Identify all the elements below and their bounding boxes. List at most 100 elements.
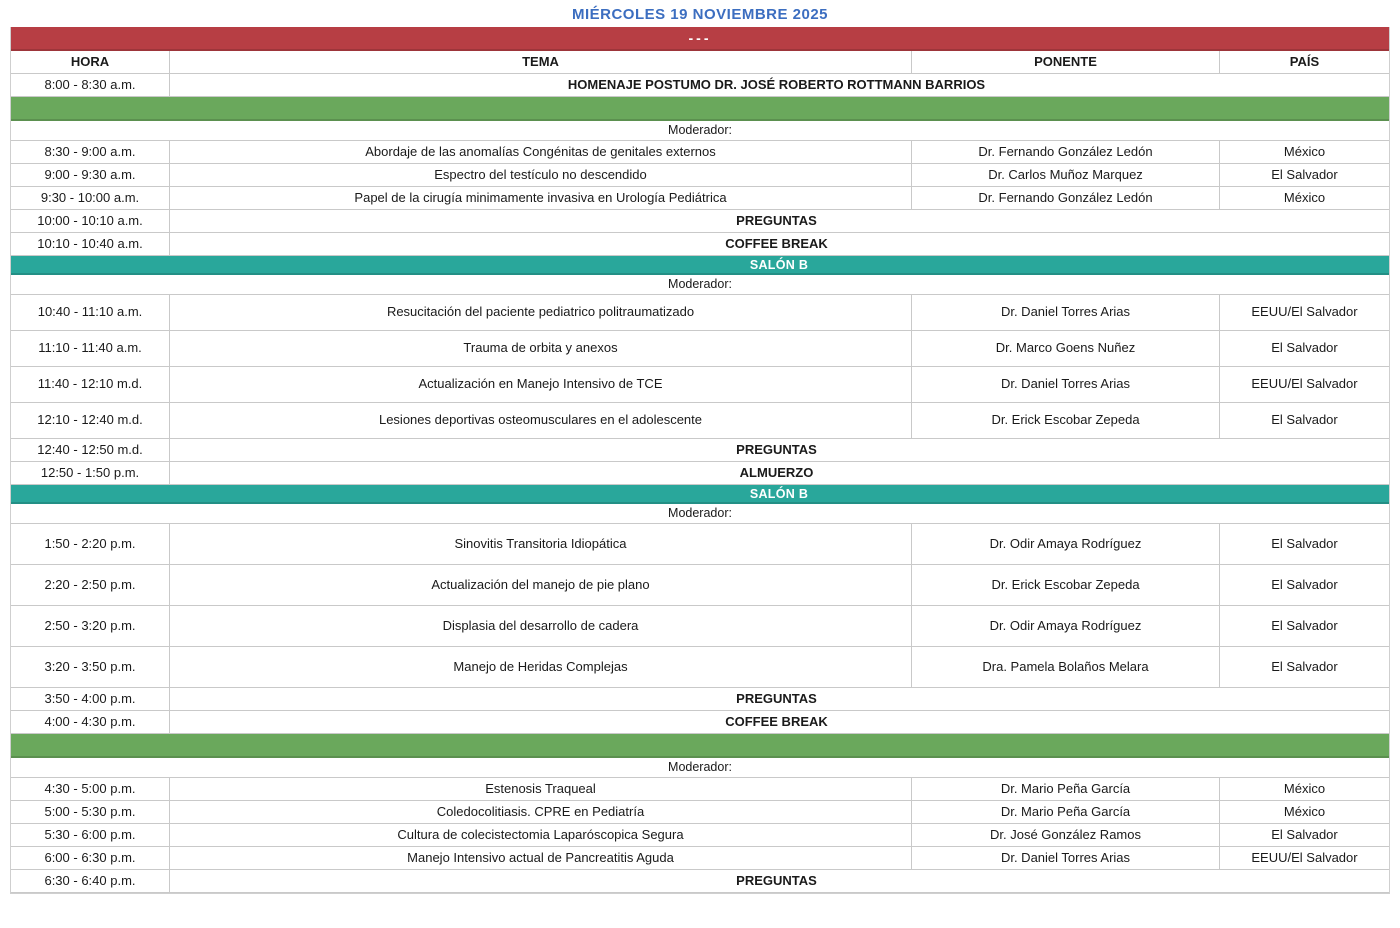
moderator-label: Moderador: (668, 506, 732, 521)
hora-cell: 9:30 - 10:00 a.m. (40, 189, 140, 205)
schedule-table: --- HORA TEMA PONENTE PAÍS 8:00 - 8:30 a.m. HO… (10, 27, 1390, 894)
header-pais: PAÍS (1219, 51, 1389, 73)
hora-cell: 1:50 - 2:20 p.m. (44, 535, 136, 551)
red-band: --- (11, 27, 1389, 51)
ponente-cell: Dr. Fernando González Ledón (911, 141, 1219, 163)
page-title: MIÉRCOLES 19 NOVIEMBRE 2025 (571, 6, 829, 23)
session-row: 9:30 - 10:00 a.m. Papel de la cirugía min… (11, 187, 1389, 210)
merged-row: 10:00 - 10:10 a.m. PREGUNTAS (11, 210, 1389, 233)
hora-cell: 2:50 - 3:20 p.m. (44, 617, 136, 633)
ponente-cell: Dr. Erick Escobar Zepeda (911, 565, 1219, 605)
hora-cell: 12:40 - 12:50 m.d. (37, 441, 143, 457)
session-row: 5:00 - 5:30 p.m. Coledocolitiasis. CPRE e… (11, 801, 1389, 824)
header-hora: HORA (70, 53, 110, 69)
hora-cell: 5:00 - 5:30 p.m. (44, 803, 136, 819)
salon-band: SALÓN B (11, 485, 1389, 504)
hora-cell: 12:50 - 1:50 p.m. (40, 464, 140, 480)
pais-cell: México (1219, 141, 1389, 163)
merged-row: 12:40 - 12:50 m.d. PREGUNTAS (11, 439, 1389, 462)
session-row: 5:30 - 6:00 p.m. Cultura de colecistectom… (11, 824, 1389, 847)
session-row: 2:50 - 3:20 p.m. Displasia del desarrollo… (11, 606, 1389, 647)
session-row: 9:00 - 9:30 a.m. Espectro del testículo n… (11, 164, 1389, 187)
ponente-cell: Dr. Marco Goens Nuñez (911, 331, 1219, 366)
band-label: --- (688, 30, 712, 46)
ponente-cell: Dr. Daniel Torres Arias (911, 295, 1219, 330)
ponente-cell: Dra. Pamela Bolaños Melara (911, 647, 1219, 687)
session-row: 1:50 - 2:20 p.m. Sinovitis Transitoria Id… (11, 524, 1389, 565)
ponente-cell: Dr. Mario Peña García (911, 778, 1219, 800)
merged-row: 3:50 - 4:00 p.m. PREGUNTAS (11, 688, 1389, 711)
tema-cell: Espectro del testículo no descendido (169, 164, 911, 186)
merged-cell: ALMUERZO (169, 462, 1389, 484)
merged-cell: PREGUNTAS (169, 210, 1389, 232)
header-tema: TEMA (169, 51, 911, 73)
moderator-row: Moderador: (11, 121, 1389, 141)
session-row: 10:40 - 11:10 a.m. Resucitación del pacie… (11, 295, 1389, 331)
tema-cell: Lesiones deportivas osteomusculares en e… (169, 403, 911, 438)
session-row: 6:00 - 6:30 p.m. Manejo Intensivo actual … (11, 847, 1389, 870)
tema-cell: Displasia del desarrollo de cadera (169, 606, 911, 646)
moderator-label: Moderador: (668, 760, 732, 775)
pais-cell: El Salvador (1219, 824, 1389, 846)
ponente-cell: Dr. Fernando González Ledón (911, 187, 1219, 209)
hora-cell: 2:20 - 2:50 p.m. (44, 576, 136, 592)
hora-cell: 5:30 - 6:00 p.m. (44, 826, 136, 842)
hora-cell: 4:30 - 5:00 p.m. (44, 780, 136, 796)
hora-cell: 10:00 - 10:10 a.m. (37, 212, 143, 228)
pais-cell: EEUU/El Salvador (1219, 847, 1389, 869)
green-band (11, 97, 1389, 121)
ponente-cell: Dr. José González Ramos (911, 824, 1219, 846)
merged-row: 8:00 - 8:30 a.m. HOMENAJE POSTUMO DR. JOS… (11, 74, 1389, 97)
tema-cell: Papel de la cirugía minimamente invasiva… (169, 187, 911, 209)
header-ponente: PONENTE (911, 51, 1219, 73)
hora-cell: 3:50 - 4:00 p.m. (44, 690, 136, 706)
merged-row: 6:30 - 6:40 p.m. PREGUNTAS (11, 870, 1389, 893)
tema-cell: Coledocolitiasis. CPRE en Pediatría (169, 801, 911, 823)
merged-row: 4:00 - 4:30 p.m. COFFEE BREAK (11, 711, 1389, 734)
header-row: HORA TEMA PONENTE PAÍS (11, 51, 1389, 74)
hora-cell: 6:00 - 6:30 p.m. (44, 849, 136, 865)
hora-cell: 8:00 - 8:30 a.m. (44, 76, 136, 92)
moderator-label: Moderador: (668, 277, 732, 292)
ponente-cell: Dr. Daniel Torres Arias (911, 367, 1219, 402)
pais-cell: México (1219, 801, 1389, 823)
hora-cell: 11:10 - 11:40 a.m. (38, 340, 142, 356)
session-row: 8:30 - 9:00 a.m. Abordaje de las anomalía… (11, 141, 1389, 164)
moderator-row: Moderador: (11, 275, 1389, 295)
pais-cell: El Salvador (1219, 403, 1389, 438)
tema-cell: Abordaje de las anomalías Congénitas de … (169, 141, 911, 163)
session-row: 3:20 - 3:50 p.m. Manejo de Heridas Comple… (11, 647, 1389, 688)
session-row: 12:10 - 12:40 m.d. Lesiones deportivas os… (11, 403, 1389, 439)
pais-cell: El Salvador (1219, 331, 1389, 366)
ponente-cell: Dr. Erick Escobar Zepeda (911, 403, 1219, 438)
hora-cell: 11:40 - 12:10 m.d. (37, 376, 143, 392)
tema-cell: Estenosis Traqueal (169, 778, 911, 800)
hora-cell: 10:40 - 11:10 a.m. (37, 304, 143, 320)
tema-cell: Manejo de Heridas Complejas (169, 647, 911, 687)
tema-cell: Manejo Intensivo actual de Pancreatitis … (169, 847, 911, 869)
moderator-label: Moderador: (668, 123, 732, 138)
merged-cell: PREGUNTAS (169, 870, 1389, 892)
ponente-cell: Dr. Odir Amaya Rodríguez (911, 606, 1219, 646)
ponente-cell: Dr. Daniel Torres Arias (911, 847, 1219, 869)
hora-cell: 12:10 - 12:40 m.d. (37, 412, 143, 428)
merged-cell: HOMENAJE POSTUMO DR. JOSÉ ROBERTO ROTTMA… (169, 74, 1389, 96)
green-band (11, 734, 1389, 758)
merged-cell: COFFEE BREAK (169, 233, 1389, 255)
merged-cell: PREGUNTAS (169, 688, 1389, 710)
tema-cell: Actualización en Manejo Intensivo de TCE (169, 367, 911, 402)
pais-cell: México (1219, 778, 1389, 800)
hora-cell: 9:00 - 9:30 a.m. (44, 166, 136, 182)
session-row: 11:40 - 12:10 m.d. Actualización en Manej… (11, 367, 1389, 403)
salon-band: SALÓN B (11, 256, 1389, 275)
tema-cell: Sinovitis Transitoria Idiopática (169, 524, 911, 564)
hora-cell: 6:30 - 6:40 p.m. (44, 872, 136, 888)
pais-cell: México (1219, 187, 1389, 209)
pais-cell: EEUU/El Salvador (1219, 367, 1389, 402)
ponente-cell: Dr. Mario Peña García (911, 801, 1219, 823)
hora-cell: 4:00 - 4:30 p.m. (44, 713, 136, 729)
pais-cell: EEUU/El Salvador (1219, 295, 1389, 330)
hora-cell: 3:20 - 3:50 p.m. (44, 658, 136, 674)
pais-cell: El Salvador (1219, 606, 1389, 646)
moderator-row: Moderador: (11, 758, 1389, 778)
